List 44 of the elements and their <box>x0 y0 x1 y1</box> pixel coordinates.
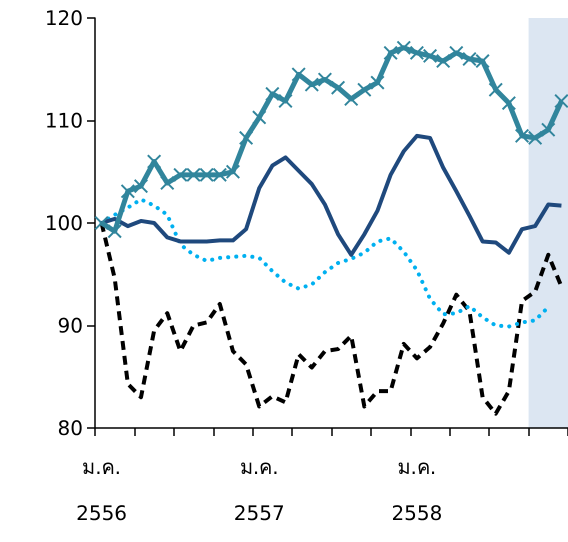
point <box>212 168 227 182</box>
x-tick-label: ม.ค. 2557 <box>234 455 285 525</box>
point <box>173 168 188 182</box>
y-tick-label: 110 <box>44 108 83 132</box>
point <box>186 168 201 182</box>
x-tick-label: ม.ค. 2558 <box>391 455 442 525</box>
point <box>318 72 332 86</box>
point <box>160 176 174 190</box>
point <box>344 92 358 106</box>
y-tick-label: 80 <box>58 416 83 440</box>
point <box>331 80 346 95</box>
point <box>120 184 135 198</box>
point <box>436 54 450 68</box>
point <box>94 216 109 230</box>
point <box>410 46 424 60</box>
point <box>515 128 530 143</box>
point <box>108 224 122 238</box>
point <box>134 179 148 194</box>
point <box>554 94 568 108</box>
point <box>239 130 254 145</box>
point <box>357 82 372 97</box>
point <box>226 164 240 179</box>
y-tick-label: 90 <box>58 314 83 338</box>
point <box>370 76 384 90</box>
point <box>462 52 476 66</box>
point <box>252 110 266 124</box>
y-tick-label: 100 <box>44 211 83 235</box>
x-tick-label: ม.ค. 2556 <box>76 455 128 525</box>
point <box>488 82 503 97</box>
point <box>502 96 516 110</box>
point <box>200 168 214 182</box>
point <box>423 48 438 63</box>
point <box>304 78 319 92</box>
point <box>541 122 556 137</box>
point <box>528 130 542 145</box>
point <box>265 86 280 101</box>
point <box>396 40 411 55</box>
point <box>476 54 490 68</box>
y-tick-label: 120 <box>44 6 83 30</box>
point <box>449 46 464 60</box>
point <box>278 94 293 108</box>
point <box>292 67 306 82</box>
point <box>384 46 398 60</box>
point <box>147 154 162 168</box>
